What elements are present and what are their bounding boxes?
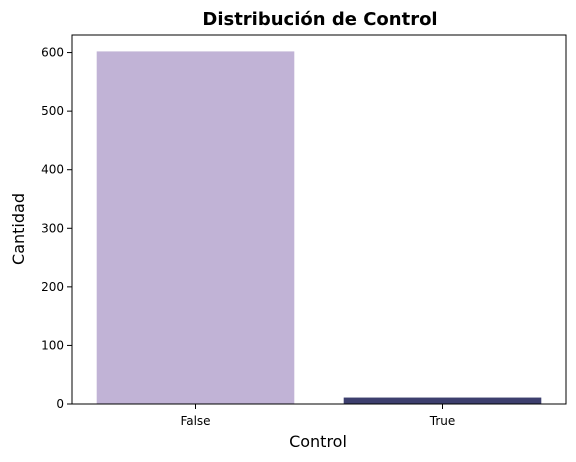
bar-false <box>96 51 295 405</box>
x-axis: False True <box>180 404 455 428</box>
bar-true <box>343 397 542 404</box>
x-axis-title: Control <box>289 432 347 451</box>
y-tick-label: 100 <box>41 338 64 352</box>
plot-frame <box>71 34 567 405</box>
y-tick-label: 300 <box>41 221 64 235</box>
y-axis: 0 100 200 300 400 500 600 <box>41 46 72 411</box>
y-tick-label: 400 <box>41 163 64 177</box>
y-tick-label: 500 <box>41 104 64 118</box>
y-tick-label: 200 <box>41 280 64 294</box>
bars-group <box>96 51 542 405</box>
y-tick-label: 0 <box>56 397 64 411</box>
y-axis-title: Cantidad <box>9 193 28 265</box>
chart-title: Distribución de Control <box>202 9 437 30</box>
x-tick-label: False <box>180 414 210 428</box>
y-tick-label: 600 <box>41 46 64 60</box>
x-tick-label: True <box>429 414 456 428</box>
